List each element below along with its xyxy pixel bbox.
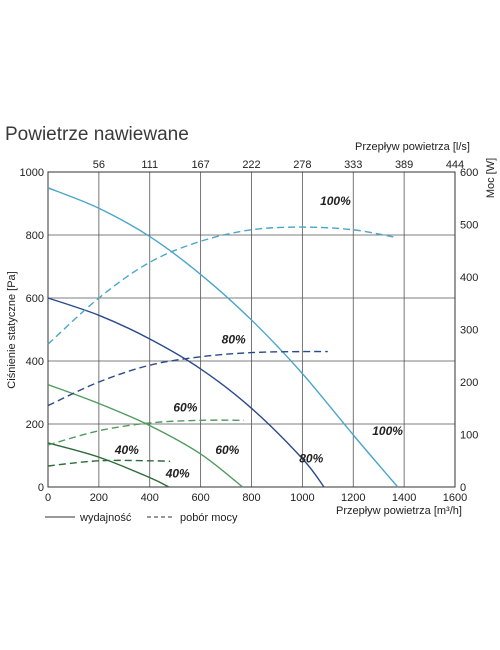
curve-label: 40% [165, 467, 190, 481]
x-tick-label: 400 [141, 492, 159, 504]
curve-label: 40% [114, 443, 139, 457]
x-top-tick-label: 444 [446, 159, 464, 171]
x-tick-label: 200 [90, 492, 108, 504]
x-top-tick-label: 278 [293, 159, 311, 171]
y-left-tick-label: 1000 [20, 167, 44, 179]
x-top-tick-label: 389 [395, 159, 413, 171]
x-top-tick-label: 56 [93, 159, 105, 171]
x-top-tick-label: 167 [191, 159, 209, 171]
power-curve-100pct [47, 226, 397, 345]
power-curve-40pct [47, 459, 171, 467]
x-top-tick-label: 111 [141, 159, 158, 171]
y-right-tick-label: 200 [460, 377, 478, 389]
y-left-tick-label: 0 [38, 482, 44, 494]
power-curve-60pct [47, 419, 244, 446]
y-left-tick-label: 400 [26, 356, 44, 368]
y-axis-right-label: Moc [W] [485, 158, 497, 198]
pressure-curve-40pct [47, 442, 170, 488]
y-left-tick-label: 800 [26, 230, 44, 242]
x-tick-label: 800 [242, 492, 260, 504]
x-tick-label: 1600 [443, 492, 467, 504]
pressure-curve-100pct [47, 187, 399, 488]
y-right-tick-label: 300 [460, 325, 478, 337]
curve-label: 60% [215, 443, 239, 457]
legend-dashed-label: pobór mocy [180, 512, 238, 524]
x-axis-label: Przepływ powietrza [m³/h] [336, 505, 462, 517]
pressure-curve-80pct [47, 297, 325, 488]
chart-title: Powietrze nawiewane [5, 124, 189, 145]
plot-area: 0 200 400 600 800 1000 1200 1400 160002004006008… [20, 159, 479, 504]
y-right-tick-label: 600 [460, 167, 478, 179]
curve-label: 100% [372, 424, 403, 438]
y-right-tick-label: 0 [460, 482, 466, 494]
x-top-tick-label: 222 [242, 159, 260, 171]
curve-label: 100% [320, 194, 351, 208]
curve-label: 80% [222, 333, 246, 347]
y-axis-left-label: Ciśnienie statyczne [Pa] [6, 271, 18, 388]
pressure-curve-60pct [47, 383, 244, 488]
x-tick-label: 600 [191, 492, 209, 504]
x-tick-label: 0 [45, 492, 51, 504]
curve-label: 80% [299, 451, 323, 465]
x-top-tick-label: 333 [344, 159, 362, 171]
y-left-tick-label: 200 [26, 419, 44, 431]
power-curve-80pct [47, 350, 328, 407]
curve-label: 60% [173, 400, 197, 414]
plot-frame [47, 171, 456, 488]
y-right-tick-label: 400 [460, 272, 478, 284]
x-tick-label: 1400 [392, 492, 416, 504]
y-left-tick-label: 600 [26, 293, 44, 305]
legend: wydajność pobór mocy [45, 512, 238, 524]
x-tick-label: 1000 [290, 492, 314, 504]
y-right-tick-label: 500 [460, 220, 478, 232]
y-right-tick-label: 100 [460, 430, 478, 442]
x-tick-label: 1200 [341, 492, 365, 504]
top-x-axis-label: Przepływ powietrza [l/s] [355, 141, 470, 153]
legend-solid-label: wydajność [79, 512, 132, 524]
